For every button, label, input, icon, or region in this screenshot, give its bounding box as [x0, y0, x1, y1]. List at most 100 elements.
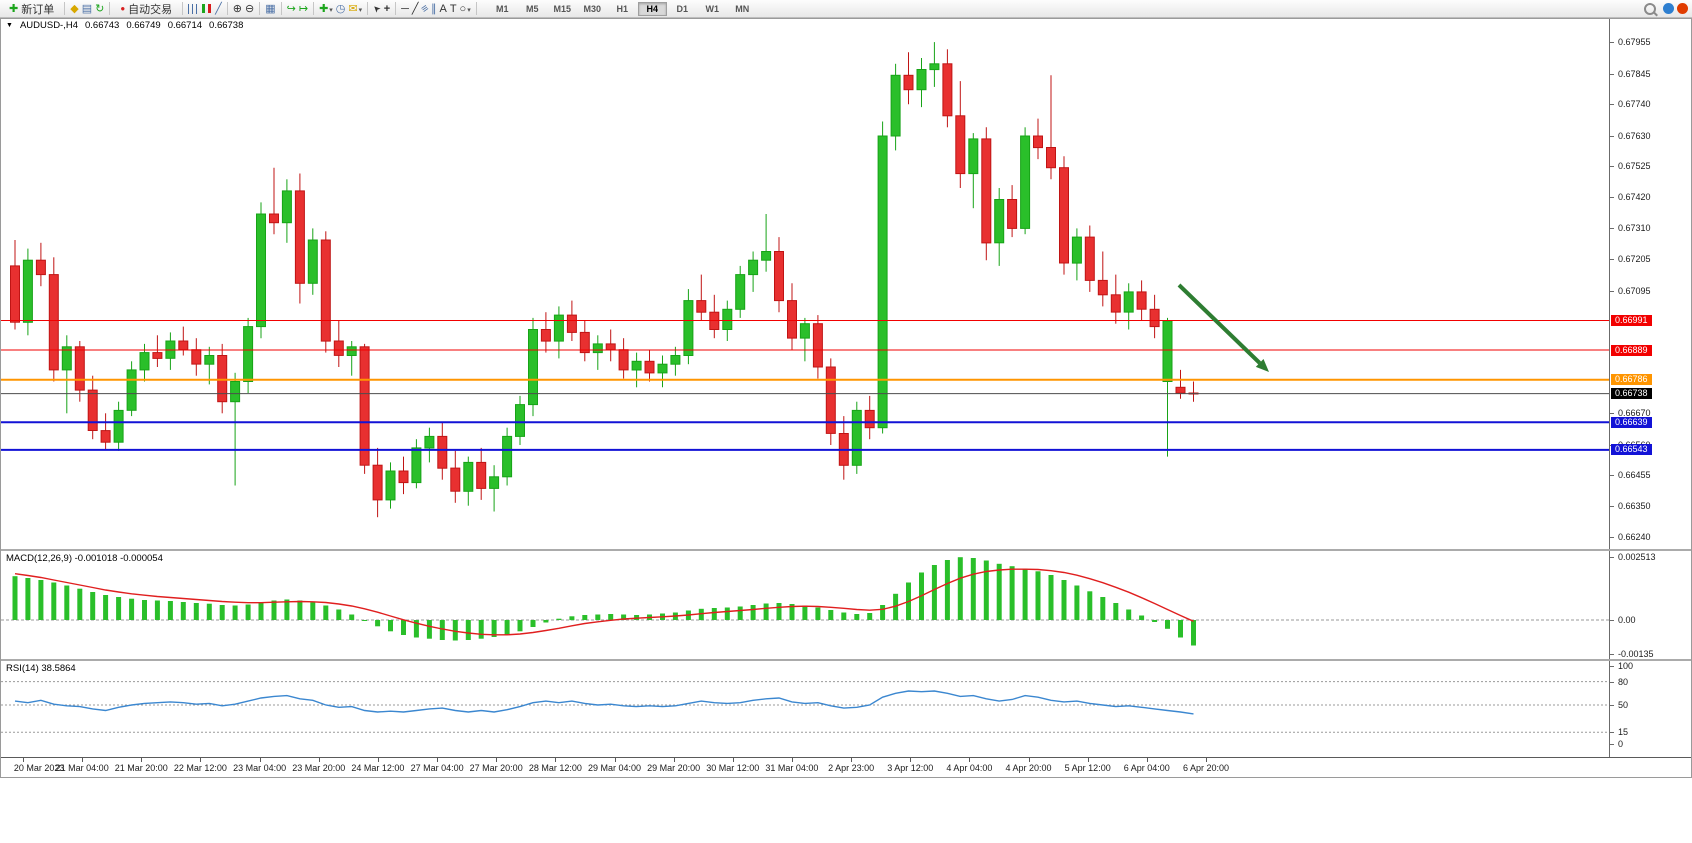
candle-body — [178, 340, 189, 351]
price-tick — [1610, 413, 1614, 415]
templates-icon: ✉ — [348, 2, 358, 15]
macd-bar — [271, 600, 277, 620]
new-order-button[interactable]: ✚ 新订单 — [4, 0, 59, 17]
candle-body — [528, 329, 538, 406]
price-tick — [1610, 475, 1614, 477]
collapse-icon[interactable]: ▼ — [6, 22, 13, 29]
macd-bar — [569, 616, 575, 621]
candle-body — [579, 331, 590, 354]
macd-bar — [219, 605, 225, 620]
macd-bar — [1191, 620, 1196, 646]
cursor-icon[interactable]: ➤ — [370, 2, 383, 16]
rsi-axis[interactable]: 100 80 50 15 0 — [1609, 661, 1691, 757]
bar-chart-icon[interactable] — [188, 3, 200, 14]
price-tick — [1610, 104, 1614, 106]
annotation-arrow[interactable] — [1177, 283, 1262, 365]
rsi-canvas[interactable] — [1, 661, 1611, 757]
community-icon[interactable] — [1663, 3, 1674, 14]
toolbar-separator — [259, 2, 261, 15]
notifications-icon[interactable] — [1677, 3, 1688, 14]
auto-scroll-icon[interactable]: ↪ — [286, 2, 296, 15]
zoom-out-icon[interactable]: ⊖ — [245, 2, 255, 15]
zoom-in-icon[interactable]: ⊕ — [232, 2, 242, 15]
macd-bar — [504, 620, 510, 635]
chart-shift-icon[interactable]: ↦ — [298, 2, 309, 15]
timeframe-m15[interactable]: M15 — [553, 3, 571, 14]
templates-button[interactable]: ✉▾ — [348, 3, 362, 15]
channel-icon[interactable]: ∥ — [430, 2, 437, 15]
timeframe-m1[interactable]: M1 — [495, 3, 509, 14]
label-tool-icon[interactable]: T — [449, 2, 457, 15]
rsi-value: 38.5864 — [41, 663, 76, 674]
timeframe-w1[interactable]: W1 — [705, 3, 719, 14]
price-tick-label: 0.67955 — [1618, 37, 1651, 48]
candle-body — [1020, 135, 1031, 229]
candle-body — [61, 346, 72, 371]
candle-body — [929, 63, 940, 71]
macd-tick — [1610, 557, 1614, 559]
fibonacci-icon[interactable]: ≡ — [418, 1, 431, 16]
macd-bar — [193, 603, 199, 620]
macd-bar — [828, 610, 834, 620]
candle-body — [256, 213, 266, 328]
macd-bar — [142, 600, 147, 620]
crosshair-icon[interactable]: + — [383, 2, 391, 15]
time-tick — [614, 758, 616, 762]
price-tick-label: 0.67525 — [1618, 161, 1651, 172]
candle-body — [385, 470, 396, 501]
search-icon[interactable] — [1644, 2, 1656, 15]
line-chart-icon[interactable]: ╱ — [215, 2, 222, 15]
timeframe-mn[interactable]: MN — [735, 3, 750, 14]
period-icon[interactable]: ◷ — [335, 2, 346, 15]
time-tick — [318, 758, 320, 762]
candle-body — [48, 274, 59, 371]
auto-trading-button[interactable]: ● 自动交易 — [115, 0, 177, 17]
time-tick — [259, 758, 261, 762]
macd-bar — [465, 620, 471, 640]
macd-bar — [375, 620, 381, 627]
add-indicator-button[interactable]: ✚▾ — [319, 3, 333, 15]
text-tool-icon[interactable]: A — [439, 2, 447, 15]
refresh-icon[interactable]: ↻ — [95, 2, 105, 15]
macd-bar — [854, 614, 860, 620]
ohlc-close: 0.66738 — [209, 20, 244, 31]
timeframe-d1[interactable]: D1 — [676, 3, 688, 14]
price-chart-canvas[interactable] — [1, 32, 1611, 549]
candle-body — [463, 461, 474, 492]
macd-tick-label: -0.00135 — [1618, 648, 1654, 659]
candlestick-chart-icon[interactable] — [202, 4, 206, 13]
shapes-button[interactable]: ○▾ — [460, 3, 471, 15]
macd-canvas[interactable] — [1, 551, 1611, 659]
time-axis[interactable]: 20 Mar 2023 21 Mar 04:00 21 Mar 20:00 22 Ma… — [1, 757, 1691, 778]
time-tick — [437, 758, 439, 762]
price-tick-label: 0.67740 — [1618, 99, 1651, 110]
timeframe-m30[interactable]: M30 — [583, 3, 601, 14]
macd-bar — [1022, 568, 1028, 620]
time-label: 27 Mar 20:00 — [469, 763, 523, 773]
rsi-tick-label: 15 — [1618, 727, 1629, 738]
timeframe-h4[interactable]: H4 — [637, 1, 667, 16]
tile-windows-icon[interactable]: ▦ — [265, 2, 276, 15]
macd-bar — [232, 605, 238, 620]
price-badge-resistance-2: 0.66889 — [1611, 344, 1652, 356]
candle-body — [1084, 236, 1095, 281]
alerts-icon[interactable]: ◆ — [70, 2, 79, 15]
macd-axis[interactable]: 0.002513 0.00 -0.00135 — [1609, 551, 1691, 659]
timeframe-h1[interactable]: H1 — [616, 3, 628, 14]
candle-body — [644, 360, 655, 374]
macd-signal-line — [14, 568, 1194, 636]
horizontal-line-icon[interactable]: ─ — [401, 2, 409, 15]
trend-line-icon[interactable]: ╱ — [411, 2, 419, 15]
macd-bar — [284, 599, 290, 620]
price-axis[interactable]: 0.67955 0.67845 0.67740 0.67630 0.67525 0.674… — [1609, 19, 1691, 549]
rsi-panel: RSI(14) 38.5864 100 80 50 15 0 — [1, 659, 1691, 757]
chart-titlebar: ▼ AUDUSD-,H4 0.66743 0.66749 0.66714 0.6… — [1, 19, 243, 32]
macd-tick-label: 0.00 — [1618, 615, 1636, 625]
macd-bar — [880, 605, 886, 620]
timeframe-m5[interactable]: M5 — [525, 3, 539, 14]
candle-body — [502, 435, 513, 478]
macd-bar — [802, 605, 808, 620]
data-window-icon[interactable]: ▤ — [81, 2, 93, 15]
rsi-tick-label: 50 — [1618, 700, 1629, 710]
rsi-tick — [1610, 681, 1614, 683]
